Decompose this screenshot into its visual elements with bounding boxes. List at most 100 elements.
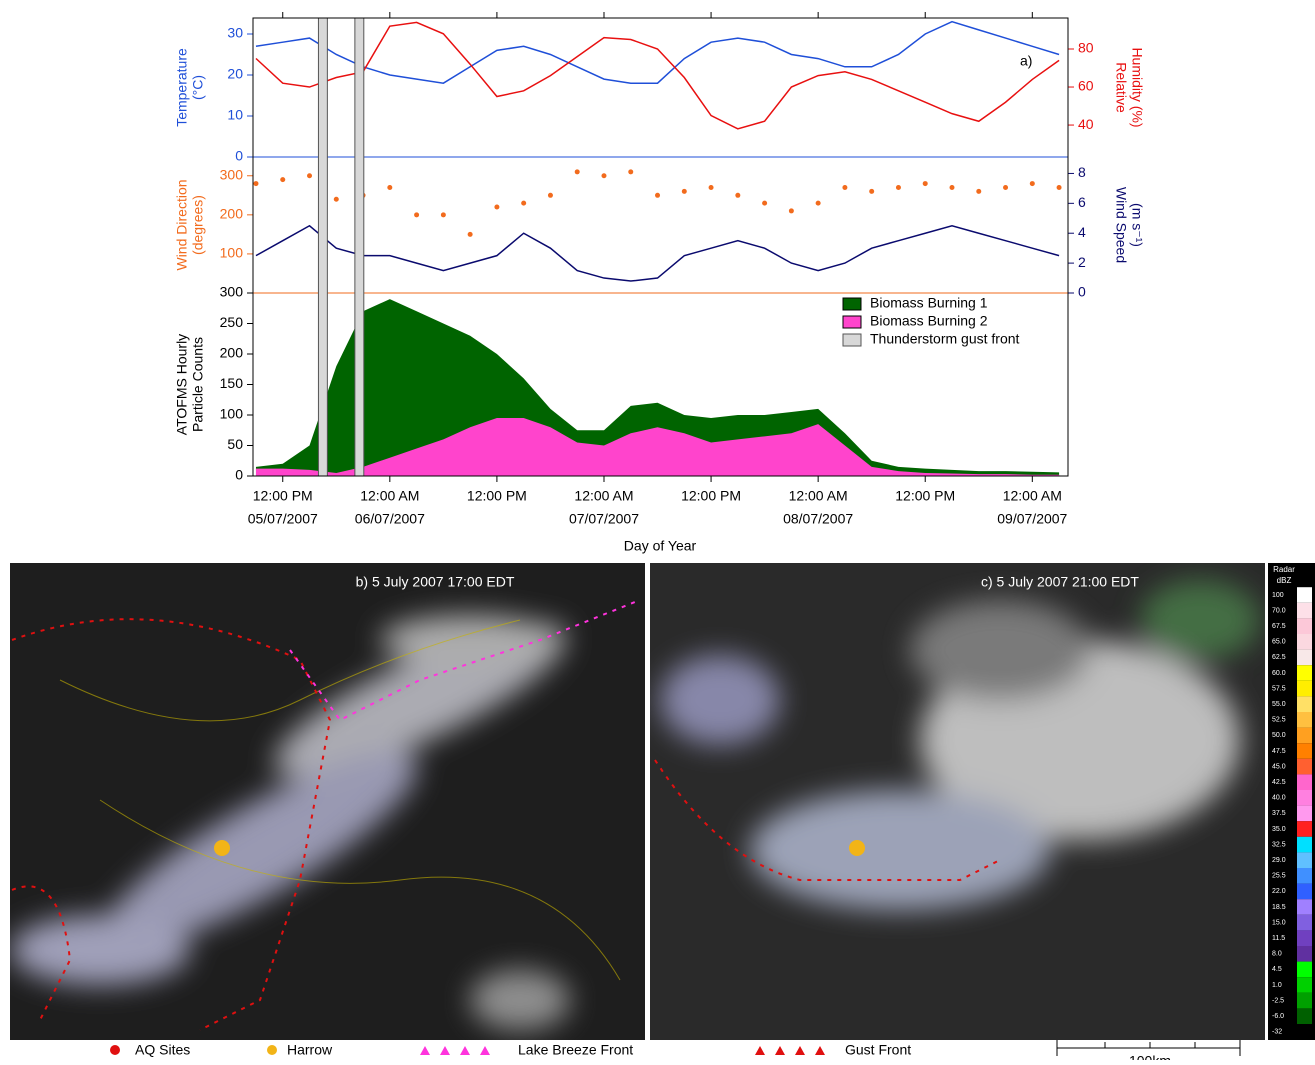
x-tick-label: 12:00 AM	[574, 488, 633, 504]
y-axis-label: (degrees)	[190, 195, 206, 255]
radar-swatch	[1297, 603, 1312, 619]
scatter-point	[253, 181, 258, 186]
x-tick-label: 12:00 PM	[895, 488, 955, 504]
radar-swatch	[1297, 1008, 1312, 1024]
map-c	[650, 563, 1265, 1040]
radar-level: 8.0	[1272, 951, 1282, 958]
x-tick-label: 12:00 PM	[681, 488, 741, 504]
radar-swatch	[1297, 915, 1312, 931]
scatter-point	[1030, 181, 1035, 186]
radar-level: 18.5	[1272, 904, 1286, 911]
x-tick-label: 12:00 AM	[1003, 488, 1062, 504]
scatter-point	[842, 185, 847, 190]
radar-level: 47.5	[1272, 748, 1286, 755]
y-tick-label: 100	[220, 245, 244, 261]
page: a) Day of Year b) 5 July 2007 17:00 EDT …	[0, 0, 1315, 1065]
x-tick-label: 08/07/2007	[783, 511, 853, 527]
scatter-point	[307, 173, 312, 178]
scatter-point	[1057, 185, 1062, 190]
radar-swatch	[1297, 821, 1312, 837]
radar-level: 57.5	[1272, 685, 1286, 692]
radar-level: 15.0	[1272, 919, 1286, 926]
radar-level: 29.0	[1272, 857, 1286, 864]
lake-breeze-icon	[420, 1046, 490, 1055]
scatter-point	[628, 169, 633, 174]
radar-swatch	[1297, 696, 1312, 712]
radar-swatch	[1297, 650, 1312, 666]
scatter-point	[709, 185, 714, 190]
legend-label: Biomass Burning 1	[870, 295, 988, 311]
radar-swatch	[1297, 618, 1312, 634]
radar-level: 1.0	[1272, 982, 1282, 989]
time-series: 12:00 PM05/07/200712:00 AM06/07/200712:0…	[174, 12, 1146, 527]
x-tick-label: 05/07/2007	[248, 511, 318, 527]
radar-level: 40.0	[1272, 795, 1286, 802]
scatter-point	[789, 208, 794, 213]
radar-swatch	[1297, 728, 1312, 744]
legend-swatch	[843, 316, 861, 328]
radar-level: 11.5	[1272, 935, 1285, 942]
scatter-point	[1003, 185, 1008, 190]
panel-annotation: a)	[1020, 53, 1032, 69]
radar-swatch	[1297, 946, 1312, 962]
radar-swatch	[1297, 665, 1312, 681]
scatter-point	[441, 212, 446, 217]
y-tick-label: 10	[227, 107, 243, 123]
scatter-point	[387, 185, 392, 190]
y2-tick-label: 0	[1078, 284, 1086, 300]
radar-level: 60.0	[1272, 670, 1286, 677]
legend-label: Thunderstorm gust front	[870, 331, 1020, 347]
y-tick-label: 250	[220, 314, 244, 330]
y2-axis-label: Humidity (%)	[1129, 47, 1145, 127]
radar-swatch	[1297, 587, 1312, 603]
radar-level: 45.0	[1272, 763, 1286, 770]
scatter-point	[280, 177, 285, 182]
radar-swatch	[1297, 1024, 1312, 1040]
radar-swatch	[1297, 868, 1312, 884]
radar-level: 35.0	[1272, 826, 1286, 833]
y-tick-label: 150	[220, 375, 244, 391]
radar-level: 4.5	[1272, 966, 1282, 973]
radar-level: 42.5	[1272, 779, 1286, 786]
y2-tick-label: 60	[1078, 78, 1094, 94]
radar-swatch	[1297, 977, 1312, 993]
y-axis-label: Wind Direction	[174, 179, 190, 270]
radar-swatch	[1297, 759, 1312, 775]
radar-level: 100	[1272, 592, 1284, 599]
x-axis-label: Day of Year	[624, 538, 697, 554]
radar-swatch	[1297, 712, 1312, 728]
scatter-point	[575, 169, 580, 174]
scatter-point	[735, 193, 740, 198]
scatter-point	[601, 173, 606, 178]
radar-swatch	[1297, 774, 1312, 790]
radar-swatch	[1297, 681, 1312, 697]
y2-tick-label: 40	[1078, 116, 1094, 132]
y-tick-label: 30	[227, 25, 243, 41]
scatter-point	[494, 205, 499, 210]
radar-swatch	[1297, 884, 1312, 900]
map-title: c) 5 July 2007 21:00 EDT	[981, 574, 1139, 590]
radar-level: 22.0	[1272, 888, 1286, 895]
map-title: b) 5 July 2007 17:00 EDT	[356, 574, 515, 590]
y-tick-label: 0	[235, 467, 243, 483]
y-tick-label: 20	[227, 66, 243, 82]
scatter-point	[976, 189, 981, 194]
y-tick-label: 200	[220, 345, 244, 361]
x-tick-label: 12:00 AM	[360, 488, 419, 504]
radar-level: 52.5	[1272, 717, 1286, 724]
radar-level: 67.5	[1272, 623, 1286, 630]
radar-swatch	[1297, 806, 1312, 822]
radar-title: Radar	[1273, 565, 1295, 574]
radar-level: 70.0	[1272, 607, 1286, 614]
y-tick-label: 100	[220, 406, 244, 422]
scatter-point	[414, 212, 419, 217]
legend-swatch	[843, 298, 861, 310]
x-tick-label: 12:00 AM	[789, 488, 848, 504]
x-tick-label: 07/07/2007	[569, 511, 639, 527]
scatter-point	[521, 201, 526, 206]
y2-axis-label: Relative	[1113, 62, 1129, 113]
y-axis-label: Particle Counts	[190, 337, 206, 432]
harrow-icon	[267, 1045, 277, 1055]
radar-swatch	[1297, 930, 1312, 946]
radar-swatch	[1297, 634, 1312, 650]
